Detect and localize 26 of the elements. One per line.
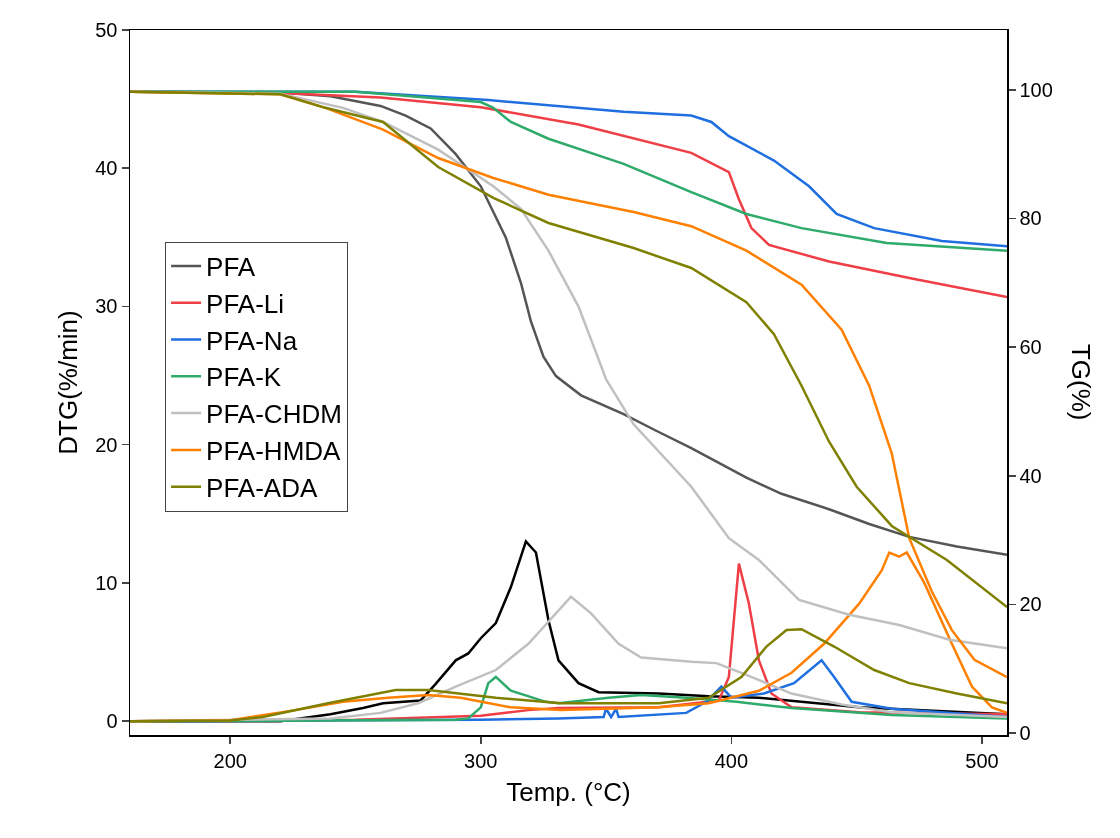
y2-tick-label: 100 xyxy=(1019,78,1053,101)
x-axis-title: Temp. (°C) xyxy=(506,776,631,807)
y2-tick-label: 40 xyxy=(1019,464,1042,487)
legend-label: PFA-CHDM xyxy=(206,399,342,430)
x-tick-label: 400 xyxy=(714,749,749,772)
y-tick-label: 10 xyxy=(95,571,118,594)
legend-label: PFA xyxy=(206,252,256,283)
x-tick-label: 200 xyxy=(213,749,247,772)
y-axis-title: DTG(%/min) xyxy=(52,310,83,455)
y-tick-label: 40 xyxy=(95,157,118,180)
x-tick-label: 300 xyxy=(464,749,498,772)
y-tick-label: 30 xyxy=(95,295,118,318)
legend-label: PFA-Na xyxy=(206,325,298,356)
y-tick-label: 20 xyxy=(95,433,118,456)
y-tick-label: 50 xyxy=(95,19,118,41)
x-tick-label: 500 xyxy=(965,749,999,772)
legend-label: PFA-Li xyxy=(206,288,285,319)
legend-label: PFA-HMDA xyxy=(206,436,342,467)
legend-label: PFA-ADA xyxy=(206,472,318,503)
y2-tick-label: 0 xyxy=(1019,722,1031,745)
legend-label: PFA-K xyxy=(206,362,282,393)
y2-tick-label: 60 xyxy=(1019,336,1042,359)
y-tick-label: 0 xyxy=(106,710,118,733)
y2-tick-label: 80 xyxy=(1019,207,1042,230)
y2-tick-label: 20 xyxy=(1019,593,1042,616)
y2-axis-title: TG(%) xyxy=(1066,343,1097,421)
